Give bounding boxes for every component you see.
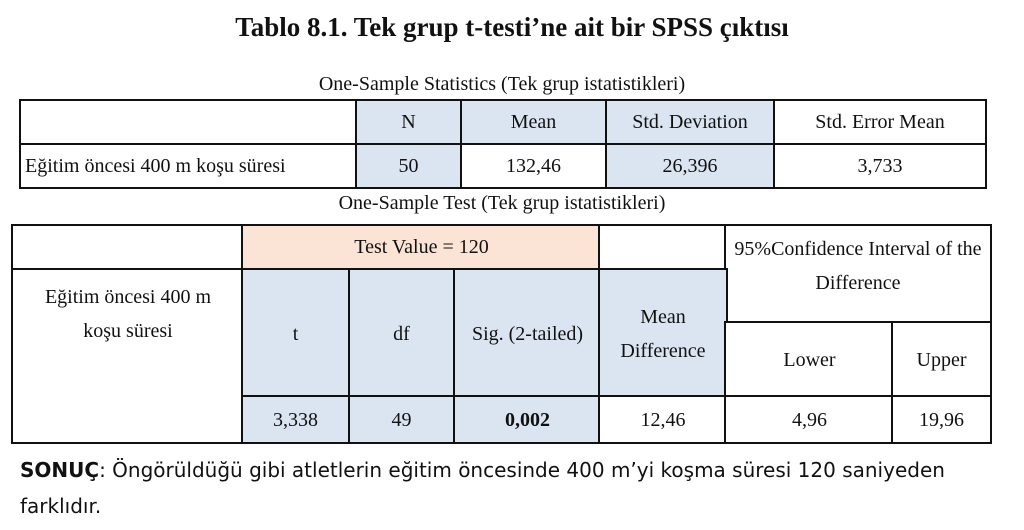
cell: 132,46 (460, 143, 607, 189)
cell: 0,002 (453, 395, 602, 444)
header-cell: Upper (891, 321, 992, 399)
conclusion-label: SONUÇ (20, 458, 100, 482)
header-cell: Std. Error Mean (773, 99, 987, 145)
cell: 49 (348, 395, 455, 444)
cell (11, 224, 245, 270)
row-label: Eğitim öncesi 400 m koşu süresi (11, 268, 245, 444)
caption: One-Sample Test (Tek grup istatistikleri… (338, 192, 666, 214)
header-cell: df (348, 268, 455, 399)
conclusion-text: : Öngörüldüğü gibi atletlerin eğitim önc… (20, 458, 945, 518)
row-label: Eğitim öncesi 400 m koşu süresi (19, 143, 357, 189)
header-cell: N (355, 99, 462, 145)
cell (598, 224, 728, 270)
header-cell: Sig. (2-tailed) (453, 268, 602, 399)
header-cell: Mean (460, 99, 607, 145)
header-cell: Lower (724, 321, 895, 399)
conclusion: SONUÇ: Öngörüldüğü gibi atletlerin eğiti… (20, 452, 950, 524)
header-cell: Std. Deviation (605, 99, 775, 145)
cell: 3,338 (241, 395, 350, 444)
cell: 26,396 (605, 143, 775, 189)
cell: 3,733 (773, 143, 987, 189)
test-value: Test Value = 120 (241, 224, 602, 270)
cell: 50 (355, 143, 462, 189)
title: Tablo 8.1. Tek grup t-testi’ne ait bir S… (235, 12, 789, 42)
caption: One-Sample Statistics (Tek grup istatist… (318, 73, 686, 95)
header-cell: t (241, 268, 350, 399)
cell: 19,96 (891, 395, 992, 444)
cell: 4,96 (724, 395, 895, 444)
ci-title: 95%Confidence Interval of the Difference (724, 224, 992, 325)
header-cell: Mean Difference (598, 268, 728, 399)
cell: 12,46 (598, 395, 728, 444)
cell (19, 99, 357, 145)
